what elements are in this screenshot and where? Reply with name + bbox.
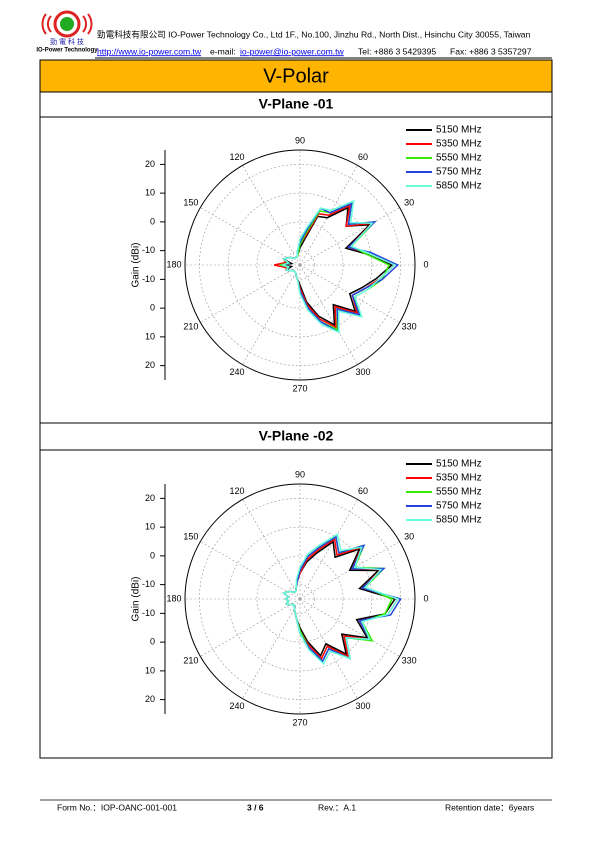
r-tick-label: 10 xyxy=(145,331,155,341)
theta-tick-label: 270 xyxy=(292,717,307,727)
r-tick-label: 0 xyxy=(150,637,155,647)
theta-tick-label: 210 xyxy=(183,655,198,665)
r-tick-label: -10 xyxy=(142,608,155,618)
legend-label: 5550 MHz xyxy=(436,153,482,164)
theta-tick-label: 210 xyxy=(183,321,198,331)
theta-tick-label: 300 xyxy=(355,701,370,711)
r-tick-label: 10 xyxy=(145,188,155,198)
grid-spoke xyxy=(242,598,301,699)
theta-tick-label: 240 xyxy=(229,701,244,711)
grid-spoke xyxy=(242,264,301,365)
grid-spoke xyxy=(200,264,301,323)
y-axis-label: Gain (dBi) xyxy=(131,242,142,287)
theta-tick-label: 90 xyxy=(295,135,305,145)
grid-spoke xyxy=(299,499,358,600)
grid-circle xyxy=(256,555,344,643)
retention: Retention date：6years xyxy=(445,802,534,812)
plot-boundary xyxy=(184,149,416,381)
r-tick-label: 20 xyxy=(145,159,155,169)
r-tick-label: 0 xyxy=(150,550,155,560)
grid-spoke xyxy=(242,499,301,600)
legend-label: 5150 MHz xyxy=(436,125,482,136)
theta-tick-label: 120 xyxy=(229,152,244,162)
theta-tick-label: 330 xyxy=(402,321,417,331)
section-title: V-Plane -02 xyxy=(259,428,334,444)
grid-circle xyxy=(256,221,344,309)
theta-tick-label: 150 xyxy=(183,531,198,541)
pattern-line xyxy=(282,533,399,666)
email[interactable]: io-power@io-power.com.tw xyxy=(240,46,345,56)
theta-tick-label: 270 xyxy=(292,383,307,393)
theta-tick-label: 240 xyxy=(229,367,244,377)
theta-tick-label: 180 xyxy=(166,259,181,269)
tel: Tel: +886 3 5429395 xyxy=(358,46,436,56)
r-tick-label: 10 xyxy=(145,522,155,532)
grid-spoke xyxy=(200,541,301,600)
theta-tick-label: 180 xyxy=(166,593,181,603)
r-tick-label: -10 xyxy=(142,245,155,255)
y-axis-label: Gain (dBi) xyxy=(131,576,142,621)
theta-tick-label: 90 xyxy=(295,469,305,479)
grid-circle xyxy=(227,526,373,672)
theta-tick-label: 330 xyxy=(402,655,417,665)
frame xyxy=(39,91,553,759)
pattern-line xyxy=(280,199,397,334)
form-no: Form No.：IOP-OANC-001-001 xyxy=(57,802,177,812)
grid-spoke xyxy=(299,207,400,266)
legend-label: 5850 MHz xyxy=(436,181,482,192)
company: 勁電科技有限公司 IO-Power Technology Co., Ltd 1F… xyxy=(97,28,531,39)
r-tick-label: -10 xyxy=(142,579,155,589)
grid-spoke xyxy=(200,207,301,266)
theta-tick-label: 60 xyxy=(358,486,368,496)
grid-spoke xyxy=(299,598,400,657)
legend-label: 5350 MHz xyxy=(436,473,482,484)
r-tick-label: 20 xyxy=(145,694,155,704)
grid-spoke xyxy=(200,598,301,657)
legend-label: 5850 MHz xyxy=(436,515,482,526)
logo: 勁 電 科 技 IO-Power Technology xyxy=(36,10,98,54)
fax: Fax: +886 3 5357297 xyxy=(450,46,532,56)
grid-circle xyxy=(227,192,373,338)
section-title: V-Plane -01 xyxy=(259,96,334,112)
page-no: 3 / 6 xyxy=(247,802,264,812)
pattern-line xyxy=(273,204,397,329)
r-tick-label: 20 xyxy=(145,360,155,370)
legend-label: 5750 MHz xyxy=(436,167,482,178)
theta-tick-label: 30 xyxy=(404,197,414,207)
theta-tick-label: 60 xyxy=(358,152,368,162)
theta-tick-label: 0 xyxy=(423,259,428,269)
email-label: e-mail: xyxy=(210,46,236,56)
theta-tick-label: 120 xyxy=(229,486,244,496)
rev: Rev.：A.1 xyxy=(318,802,356,812)
r-tick-label: 20 xyxy=(145,493,155,503)
theta-tick-label: 300 xyxy=(355,367,370,377)
r-tick-label: 0 xyxy=(150,216,155,226)
theta-tick-label: 150 xyxy=(183,197,198,207)
r-tick-label: 10 xyxy=(145,665,155,675)
website[interactable]: http://www.io-power.com.tw xyxy=(97,46,202,56)
theta-tick-label: 30 xyxy=(404,531,414,541)
page-title: V-Polar xyxy=(263,65,329,87)
logo-cn: 勁 電 科 技 xyxy=(50,37,84,46)
grid-spoke xyxy=(299,264,358,365)
theta-tick-label: 0 xyxy=(423,593,428,603)
r-tick-label: -10 xyxy=(142,274,155,284)
legend-label: 5750 MHz xyxy=(436,501,482,512)
plot-boundary xyxy=(184,483,416,715)
logo-en: IO-Power Technology xyxy=(36,48,98,54)
r-tick-label: 0 xyxy=(150,303,155,313)
legend-label: 5150 MHz xyxy=(436,459,482,470)
legend-label: 5350 MHz xyxy=(436,139,482,150)
legend-label: 5550 MHz xyxy=(436,487,482,498)
grid-spoke xyxy=(242,165,301,266)
